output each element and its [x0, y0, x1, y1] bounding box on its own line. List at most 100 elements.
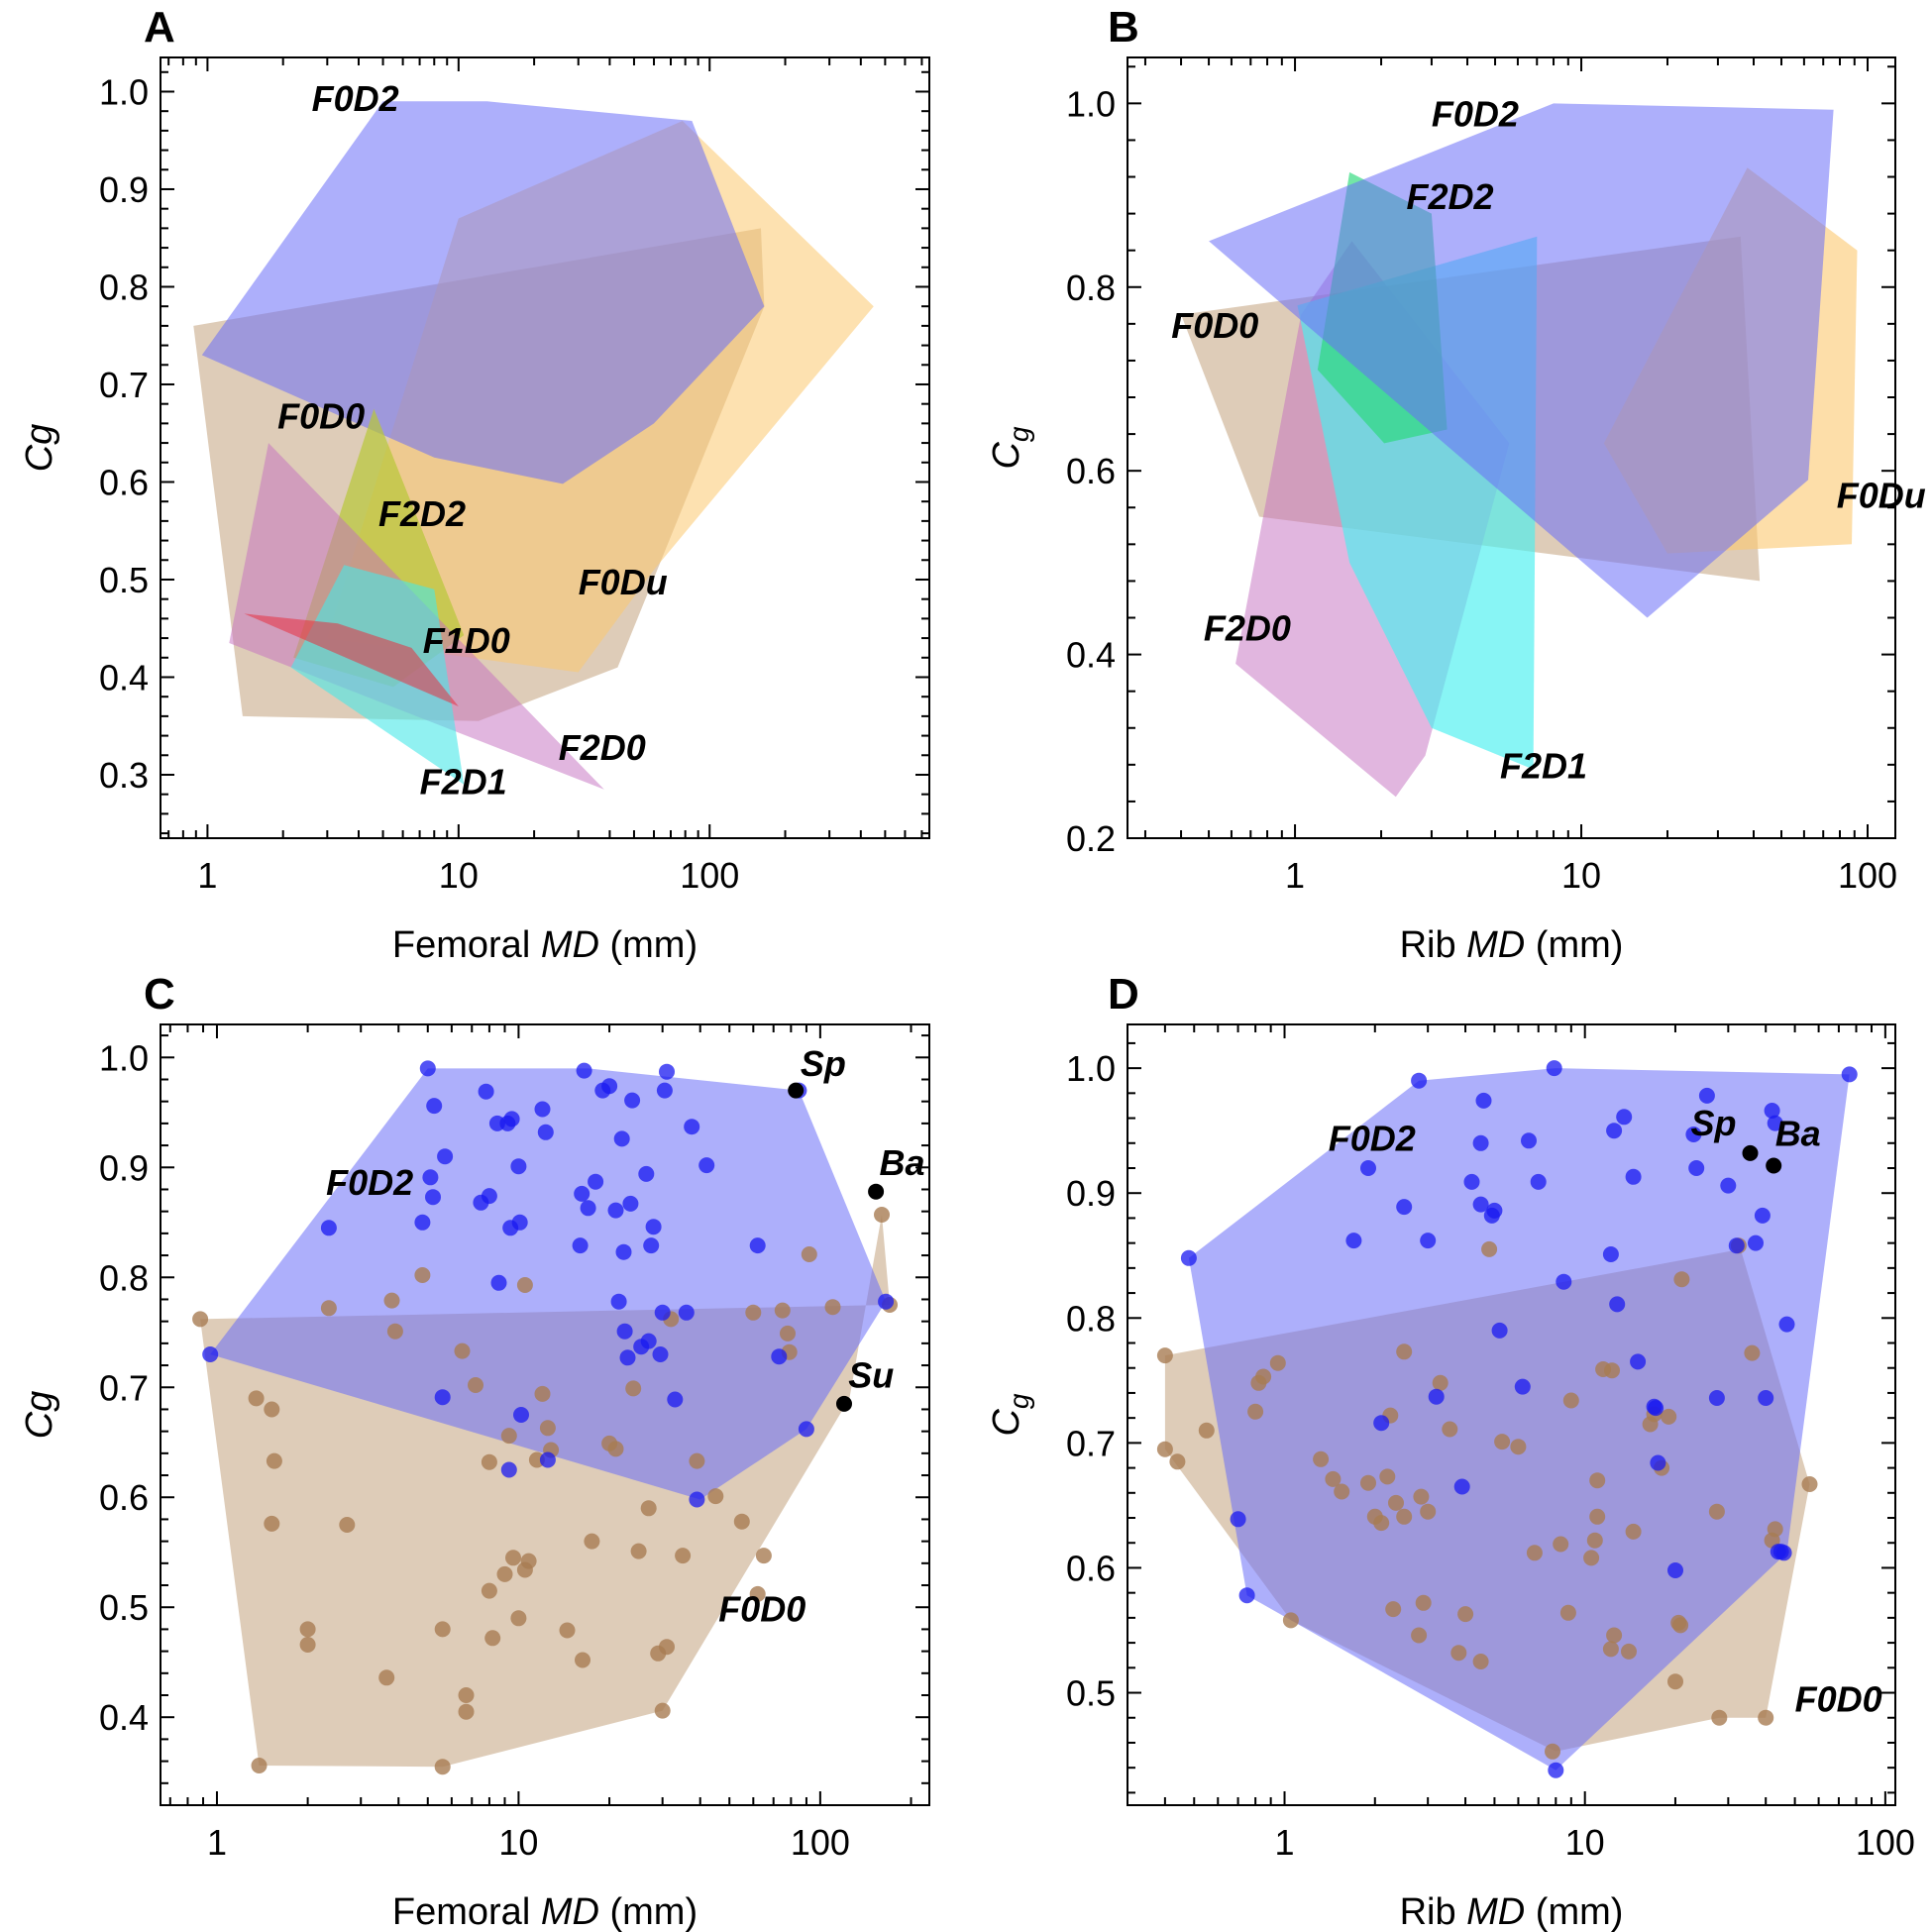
point-f0d0 [1744, 1344, 1761, 1361]
point-f0d0 [484, 1630, 501, 1647]
point-f0d0 [1621, 1643, 1637, 1660]
y-tick-label: 0.9 [99, 169, 149, 210]
point-f0d2 [1609, 1296, 1626, 1313]
panel-d: Sp Ba F0D0 F0D2 1 10 100 0.5 0.6 0.7 0.8 0.9 1.0 Rib … [986, 1023, 1915, 1932]
point-f0d0 [745, 1304, 762, 1321]
point-f0d2 [1720, 1177, 1737, 1194]
panel-letter-c: C [144, 970, 175, 1019]
point-f0d2 [434, 1389, 451, 1406]
point-f0d0 [383, 1292, 400, 1309]
y-tick-label: 0.6 [99, 1477, 149, 1518]
hull-f0d2 [201, 101, 765, 484]
panel-letter-b: B [1108, 3, 1139, 52]
hull-label-f2d2: F2D2 [1407, 176, 1494, 217]
point-f0d0 [607, 1441, 624, 1457]
point-f0d2 [654, 1304, 671, 1321]
point-f0d2 [656, 1082, 673, 1099]
point-f0d0 [1672, 1617, 1689, 1634]
x-axis-title: Rib MD (mm) [1400, 924, 1624, 966]
highlight-point-su [836, 1395, 852, 1412]
point-f0d0 [1589, 1472, 1606, 1489]
point-f0d2 [1841, 1066, 1858, 1083]
point-f0d2 [689, 1491, 705, 1508]
point-f0d0 [1388, 1494, 1404, 1511]
point-f0d0 [516, 1277, 533, 1293]
x-tick-label: 10 [439, 855, 479, 896]
y-tick-label: 0.8 [1066, 1298, 1116, 1339]
y-axis-title: Cg [19, 424, 60, 473]
point-f0d0 [1553, 1536, 1569, 1553]
highlight-label-ba: Ba [1775, 1113, 1821, 1153]
point-f0d2 [1514, 1378, 1531, 1395]
point-f0d0 [1442, 1421, 1458, 1438]
point-f0d0 [539, 1420, 556, 1437]
point-f0d2 [1778, 1316, 1795, 1333]
point-f0d2 [1688, 1160, 1705, 1176]
point-f0d0 [1673, 1271, 1690, 1288]
point-f0d2 [1602, 1246, 1619, 1262]
point-f0d0 [454, 1342, 471, 1359]
point-f0d2 [1630, 1353, 1647, 1370]
point-f0d2 [574, 1185, 590, 1202]
point-f0d2 [878, 1293, 895, 1310]
point-f0d0 [1604, 1362, 1620, 1379]
point-f0d0 [534, 1385, 551, 1402]
highlight-label-ba: Ba [880, 1142, 925, 1183]
hull-label-f0du: F0Du [579, 562, 668, 602]
point-f0d2 [1758, 1390, 1774, 1406]
point-f0d2 [749, 1237, 766, 1254]
point-f0d2 [490, 1274, 507, 1291]
point-f0d2 [601, 1078, 618, 1095]
point-f0d0 [1481, 1240, 1498, 1257]
point-f0d2 [640, 1333, 657, 1349]
point-f0d0 [1247, 1403, 1264, 1420]
point-f0d2 [798, 1421, 814, 1438]
point-f0d2 [1428, 1388, 1445, 1405]
y-tick-label: 1.0 [99, 1037, 149, 1078]
point-f0d2 [643, 1237, 660, 1254]
point-f0d0 [1801, 1476, 1818, 1492]
point-f0d2 [534, 1101, 551, 1118]
point-f0d2 [607, 1202, 624, 1219]
plot-frame [160, 1023, 930, 1806]
point-f0d2 [624, 1092, 641, 1109]
hull-label-f2d0: F2D0 [1204, 608, 1291, 649]
point-f0d0 [1526, 1545, 1543, 1561]
highlight-point-sp [788, 1082, 805, 1099]
x-tick-label: 100 [680, 855, 739, 896]
point-f0d0 [1156, 1441, 1173, 1457]
y-tick-label: 1.0 [99, 71, 149, 112]
point-f0d2 [1360, 1160, 1376, 1176]
point-f0d2 [684, 1119, 700, 1135]
point-f0d2 [1472, 1196, 1489, 1213]
highlight-label-sp: Sp [801, 1043, 846, 1084]
y-tick-label: 0.6 [1066, 1548, 1116, 1588]
point-f0d0 [1583, 1550, 1600, 1566]
point-f0d0 [1661, 1408, 1677, 1425]
point-f0d2 [1463, 1173, 1480, 1190]
point-f0d2 [771, 1348, 788, 1365]
point-f0d2 [610, 1293, 627, 1310]
point-f0d2 [510, 1158, 527, 1175]
plot-frame [1127, 56, 1896, 839]
point-f0d0 [1396, 1508, 1413, 1525]
point-f0d0 [1373, 1515, 1390, 1532]
point-f0d0 [625, 1380, 642, 1397]
x-tick-label: 1 [1275, 1822, 1295, 1863]
point-f0d2 [645, 1219, 662, 1235]
point-f0d0 [584, 1533, 600, 1550]
point-f0d0 [774, 1302, 791, 1319]
x-tick-label: 10 [1561, 855, 1601, 896]
hull-f0d2 [210, 1068, 887, 1500]
y-tick-label: 0.8 [99, 1257, 149, 1298]
point-f0d2 [1616, 1109, 1633, 1126]
plot-frame [160, 56, 930, 839]
point-f0d2 [576, 1062, 592, 1079]
point-f0d0 [1708, 1503, 1725, 1520]
point-f0d2 [678, 1304, 695, 1321]
x-tick-label: 1 [1285, 855, 1305, 896]
point-f0d0 [510, 1610, 527, 1627]
x-tick-label: 10 [498, 1822, 538, 1863]
hull-label-f0d0: F0D0 [1171, 305, 1258, 346]
point-f0d2 [500, 1461, 517, 1478]
